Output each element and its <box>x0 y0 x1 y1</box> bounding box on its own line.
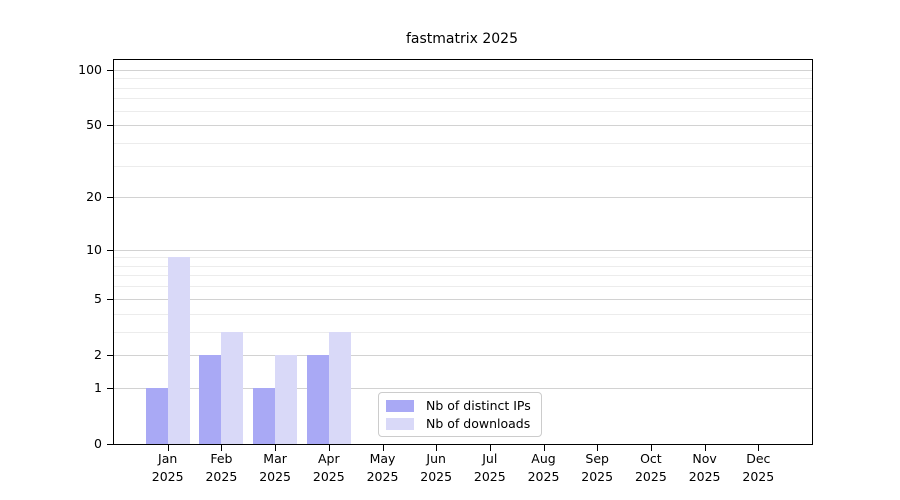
y-gridline <box>114 197 812 199</box>
legend-swatch-downloads <box>386 417 414 430</box>
x-axis-label: Nov 2025 <box>688 451 721 484</box>
x-axis-label: Sep 2025 <box>581 451 614 484</box>
x-tick <box>704 445 706 451</box>
y-gridline-minor <box>114 257 812 259</box>
y-gridline <box>114 69 812 71</box>
bar-distinct-ips <box>306 354 329 444</box>
bar-distinct-ips <box>145 387 168 444</box>
x-tick <box>436 445 438 451</box>
x-tick <box>543 445 545 451</box>
bar-downloads <box>221 331 244 444</box>
bar-distinct-ips <box>199 354 222 444</box>
x-tick <box>328 445 330 451</box>
legend-label-distinct-ips: Nb of distinct IPs <box>426 398 531 413</box>
x-axis-label: Feb 2025 <box>205 451 238 484</box>
bar-distinct-ips <box>253 387 276 444</box>
x-tick <box>489 445 491 451</box>
y-axis-label: 2 <box>94 346 102 362</box>
bar-downloads <box>275 354 298 444</box>
legend: Nb of distinct IPs Nb of downloads <box>378 392 542 437</box>
y-gridline-minor <box>114 110 812 112</box>
x-axis-label: Oct 2025 <box>634 451 667 484</box>
legend-item-distinct-ips: Nb of distinct IPs <box>386 398 531 413</box>
x-axis-label: Aug 2025 <box>527 451 560 484</box>
y-gridline-minor <box>114 165 812 167</box>
y-axis-label: 50 <box>86 117 102 133</box>
y-tick <box>107 125 113 127</box>
y-axis-label: 5 <box>94 290 102 306</box>
x-tick <box>167 445 169 451</box>
y-gridline-minor <box>114 87 812 89</box>
legend-item-downloads: Nb of downloads <box>386 416 531 431</box>
chart-title: fastmatrix 2025 <box>405 31 518 47</box>
legend-label-downloads: Nb of downloads <box>426 416 531 431</box>
y-gridline-minor <box>114 98 812 100</box>
y-axis-label: 1 <box>94 379 102 395</box>
legend-swatch-distinct-ips <box>386 399 414 412</box>
y-gridline-minor <box>114 331 812 333</box>
x-tick <box>382 445 384 451</box>
y-tick <box>107 249 113 251</box>
y-tick <box>107 354 113 356</box>
y-tick <box>107 444 113 445</box>
y-gridline <box>114 298 812 300</box>
y-gridline-minor <box>114 313 812 315</box>
x-axis-label: Mar 2025 <box>259 451 291 484</box>
x-axis-label: Apr 2025 <box>312 451 345 484</box>
y-gridline-minor <box>114 265 812 267</box>
x-axis-label: Jul 2025 <box>473 451 506 484</box>
y-gridline <box>114 354 812 356</box>
y-axis-label: 100 <box>78 61 102 77</box>
y-axis-label: 10 <box>86 241 102 257</box>
x-tick <box>758 445 760 451</box>
y-tick <box>107 69 113 71</box>
y-gridline-minor <box>114 78 812 80</box>
x-axis-label: Dec 2025 <box>742 451 775 484</box>
y-gridline <box>114 387 812 389</box>
y-tick <box>107 298 113 300</box>
y-axis-label: 20 <box>86 189 102 205</box>
y-tick <box>107 197 113 199</box>
x-tick <box>650 445 652 451</box>
x-tick <box>221 445 223 451</box>
bar-downloads <box>328 331 351 444</box>
y-gridline-minor <box>114 142 812 144</box>
x-axis-label: Jun 2025 <box>420 451 453 484</box>
y-gridline-minor <box>114 275 812 277</box>
y-axis-label: 0 <box>94 436 102 451</box>
plot-area: 0 1 2 5 10 20 50 100 Jan 2025 Feb 2025 Mar 2025 Apr 202… <box>78 59 813 484</box>
bar-downloads <box>167 257 190 444</box>
x-tick <box>597 445 599 451</box>
y-gridline-minor <box>114 286 812 288</box>
y-gridline <box>114 249 812 251</box>
x-axis-label: Jan 2025 <box>151 451 184 484</box>
x-tick <box>275 445 277 451</box>
y-gridline <box>114 125 812 127</box>
x-axis-label: May 2025 <box>366 451 399 484</box>
y-tick <box>107 387 113 389</box>
